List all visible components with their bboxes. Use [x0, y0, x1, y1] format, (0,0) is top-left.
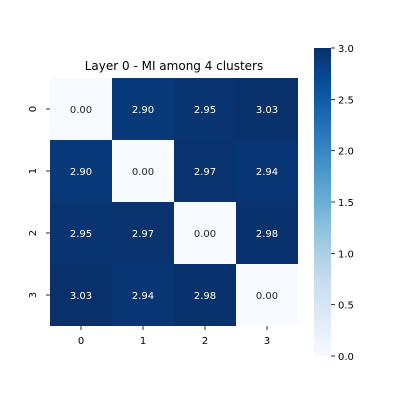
heatmap-cell-2-3 — [236, 202, 298, 264]
heatmap-cell-1-2 — [174, 140, 236, 202]
cell-value-label: 3.03 — [256, 105, 278, 116]
colorbar-tick-label: 1.5 — [338, 198, 354, 209]
chart-title: Layer 0 - MI among 4 clusters — [85, 59, 264, 73]
x-axis: 0 1 2 3 — [78, 326, 270, 347]
x-tick-label: 2 — [202, 336, 208, 347]
cell-value-label: 2.97 — [132, 229, 154, 240]
cell-value-label: 2.98 — [194, 291, 216, 302]
colorbar-gradient — [314, 48, 331, 356]
cell-value-label: 2.95 — [70, 229, 92, 240]
colorbar: 0.0 0.5 1.0 1.5 2.0 2.5 3.0 — [314, 44, 354, 363]
heatmap-cell-0-3 — [236, 78, 298, 140]
x-tick-label: 1 — [140, 336, 146, 347]
heatmap-cell-0-0 — [50, 78, 112, 140]
heatmap-cell-3-3 — [236, 264, 298, 326]
colorbar-tick-label: 2.0 — [338, 147, 354, 158]
cell-value-label: 2.94 — [256, 167, 278, 178]
heatmap-cell-3-0 — [50, 264, 112, 326]
colorbar-tick-label: 2.5 — [338, 95, 354, 106]
cell-value-label: 2.97 — [194, 167, 216, 178]
y-tick-label: 2 — [28, 230, 39, 236]
y-tick-label: 0 — [28, 106, 39, 112]
cell-value-label: 2.90 — [70, 167, 92, 178]
heatmap-cell-1-0 — [50, 140, 112, 202]
cell-value-label: 2.95 — [194, 105, 216, 116]
heatmap-cell-3-1 — [112, 264, 174, 326]
y-tick-label: 3 — [28, 292, 39, 298]
heatmap-cell-2-1 — [112, 202, 174, 264]
heatmap-cell-2-0 — [50, 202, 112, 264]
heatmap-cell-1-3 — [236, 140, 298, 202]
colorbar-tick-label: 3.0 — [338, 44, 354, 55]
cell-value-label: 2.90 — [132, 105, 154, 116]
heatmap-cell-0-1 — [112, 78, 174, 140]
cell-value-label: 0.00 — [132, 167, 154, 178]
y-tick-label: 1 — [28, 168, 39, 174]
cell-value-label: 2.98 — [256, 229, 278, 240]
heatmap-cell-0-2 — [174, 78, 236, 140]
x-tick-label: 3 — [264, 336, 270, 347]
cell-value-label: 0.00 — [70, 105, 92, 116]
heatmap-cell-2-2 — [174, 202, 236, 264]
cell-value-label: 0.00 — [256, 291, 278, 302]
cell-value-label: 2.94 — [132, 291, 154, 302]
cell-value-label: 3.03 — [70, 291, 92, 302]
x-tick-label: 0 — [78, 336, 84, 347]
heatmap-cells: 0.00 2.90 2.95 3.03 2.90 0.00 2.97 2.94 2.95 2.97… — [50, 78, 298, 326]
y-axis: 0 1 2 3 — [28, 106, 50, 298]
colorbar-tick-label: 0.0 — [338, 352, 354, 363]
colorbar-tick-label: 0.5 — [338, 301, 354, 312]
cell-value-label: 0.00 — [194, 229, 216, 240]
heatmap-cell-3-2 — [174, 264, 236, 326]
heatmap-cell-1-1 — [112, 140, 174, 202]
colorbar-tick-label: 1.0 — [338, 249, 354, 260]
